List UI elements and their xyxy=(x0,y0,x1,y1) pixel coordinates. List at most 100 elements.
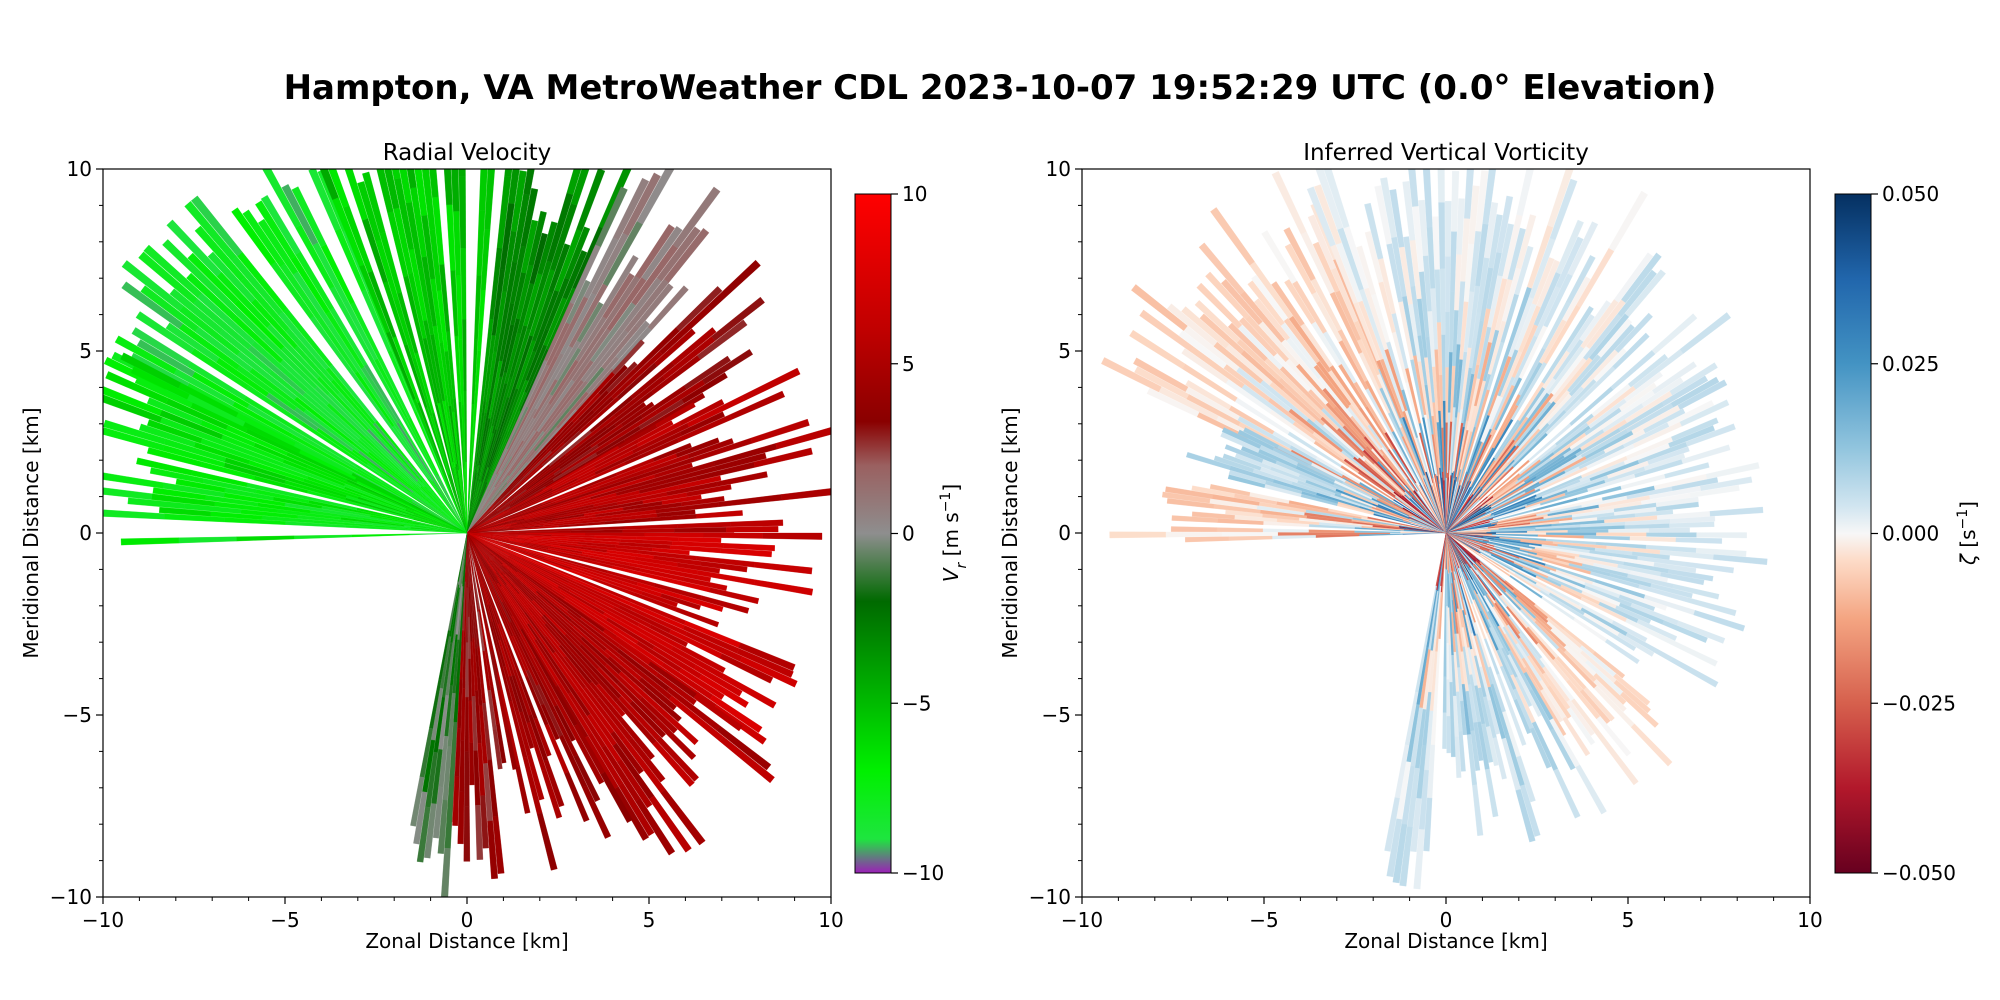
beam-gate xyxy=(716,725,772,771)
beam-gate xyxy=(693,664,743,697)
beam-gate xyxy=(655,672,697,706)
beam-gate xyxy=(1418,199,1429,257)
beam-gate xyxy=(566,169,582,195)
beam-gate xyxy=(384,169,400,210)
beam-gate xyxy=(1181,306,1230,349)
beam-gate xyxy=(1531,257,1555,306)
beam-gate xyxy=(1178,330,1227,369)
beam-gate xyxy=(1566,707,1596,746)
colorbar-label-close: ] xyxy=(1956,501,1980,509)
beam-gate xyxy=(281,183,319,246)
beam-gate xyxy=(677,521,731,529)
beam-gate xyxy=(103,394,163,423)
beam-gate xyxy=(693,693,743,732)
beam-gate xyxy=(1227,474,1266,488)
beam-gate xyxy=(162,239,218,294)
beam-gate xyxy=(1171,515,1218,523)
beam-gate xyxy=(613,786,650,841)
beam-gate xyxy=(1374,185,1392,245)
beam-gate xyxy=(1386,818,1403,878)
beam-gate xyxy=(1186,452,1231,470)
beam-gate xyxy=(432,786,444,839)
beam-gate xyxy=(1356,245,1376,296)
beam-gate xyxy=(1216,527,1263,533)
beam-gate xyxy=(520,188,539,247)
beam-gate xyxy=(1643,453,1686,471)
beam-gate xyxy=(1423,797,1433,852)
beam-gate xyxy=(1468,185,1480,245)
beam-gate xyxy=(750,418,810,444)
colorbar-label-close: ] xyxy=(939,484,963,492)
beam-gate xyxy=(687,438,734,459)
beam-gate xyxy=(399,169,413,204)
beam-gate xyxy=(521,219,539,274)
beam-gate xyxy=(1129,329,1186,370)
beam-gate xyxy=(1109,531,1166,539)
beam-gate xyxy=(1442,676,1447,713)
beam-gate xyxy=(1583,686,1615,722)
beam-gate xyxy=(605,254,639,305)
beam-gate xyxy=(1623,371,1664,403)
beam-gate xyxy=(536,812,558,871)
beam-gate xyxy=(147,447,202,467)
beam-gate xyxy=(527,754,545,801)
beam-gate xyxy=(1651,313,1698,355)
beam-gate xyxy=(738,642,796,671)
beam-gate xyxy=(582,785,612,839)
beam-gate xyxy=(1593,348,1627,383)
beam-gate xyxy=(1668,425,1715,448)
beam-gate xyxy=(576,301,604,343)
beam-gate xyxy=(1470,730,1481,771)
beam-gate xyxy=(262,169,302,229)
beam-gate xyxy=(523,169,535,196)
beam-gate xyxy=(1181,348,1229,384)
beam-gate xyxy=(1408,169,1419,207)
beam-gate xyxy=(1662,620,1708,643)
beam-gate xyxy=(709,694,763,733)
beam-gate xyxy=(679,411,725,436)
beam-gate xyxy=(1165,531,1222,538)
beam-gate xyxy=(1221,427,1262,449)
beam-gate xyxy=(207,251,256,303)
beam-gate xyxy=(675,286,723,332)
beam-gate xyxy=(653,462,693,479)
x-tick-label: −10 xyxy=(82,908,124,932)
beam-gate xyxy=(260,194,301,255)
beam-gate xyxy=(1444,568,1447,606)
beam-gate xyxy=(1553,768,1581,819)
beam-gate xyxy=(1696,532,1747,539)
colorbar-label-subscript: r xyxy=(954,561,970,568)
beam-gate xyxy=(1693,610,1746,632)
beam-gate xyxy=(1492,737,1507,780)
beam-gate xyxy=(1488,214,1503,269)
colorbar-tick-label: 10 xyxy=(902,182,927,206)
beam-gate xyxy=(1705,462,1760,480)
beam-gate xyxy=(1198,242,1245,296)
beam-gate xyxy=(1473,722,1484,761)
beam-gate xyxy=(711,296,765,342)
beam-gate xyxy=(519,711,535,749)
beam-gate xyxy=(508,169,520,204)
beam-gate xyxy=(1185,536,1229,543)
beam-gate xyxy=(1650,583,1693,599)
radial-velocity-colorbar: 10 5 0 −5 −10 Vr [m s−1] xyxy=(854,182,970,885)
beam-gate xyxy=(1670,639,1718,667)
beam-gate xyxy=(1675,537,1723,544)
beam-gate xyxy=(1514,245,1534,296)
beam-gate xyxy=(136,457,193,476)
beam-gate xyxy=(1685,561,1734,574)
beam-gate xyxy=(680,645,726,674)
beam-gate xyxy=(562,250,588,300)
colorbar-label-symbol: ζ xyxy=(1956,553,1980,566)
colorbar-label-exponent: −1 xyxy=(1955,509,1971,530)
beam-gate xyxy=(721,674,777,709)
beam-gate xyxy=(429,169,439,198)
beam-gate xyxy=(1670,657,1719,688)
beam-gate xyxy=(1139,309,1195,353)
beam-gate xyxy=(463,806,471,862)
beam-gate xyxy=(1234,453,1272,471)
beam-gate xyxy=(618,782,655,837)
beam-gate xyxy=(577,740,605,785)
beam-gate xyxy=(1228,470,1267,485)
beam-gate xyxy=(1681,444,1731,464)
